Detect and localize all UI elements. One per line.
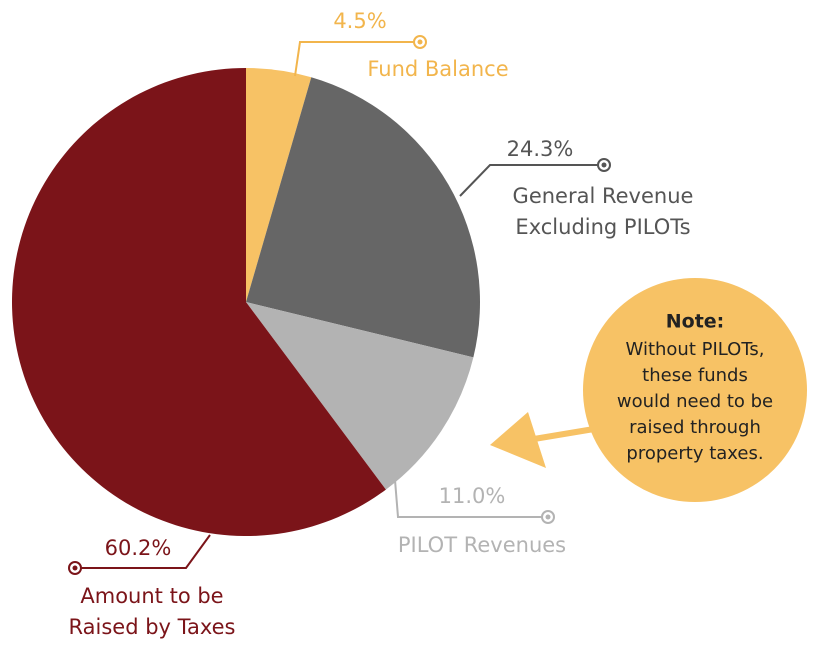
- note-text: raised through: [629, 417, 761, 438]
- note-arrow-head: [490, 412, 546, 468]
- pie-slice: [246, 77, 480, 358]
- category-label: Amount to be Raised by Taxes: [68, 584, 236, 639]
- leader-dot-core: [545, 514, 551, 520]
- leader-line: [459, 164, 604, 197]
- pie-slice: [246, 302, 474, 490]
- leader-dot-core: [417, 39, 423, 45]
- value-label: 11.0%: [439, 484, 506, 508]
- category-label: Fund Balance: [367, 57, 509, 81]
- leader-line: [294, 41, 420, 77]
- value-label: 4.5%: [333, 9, 386, 33]
- note-text: Without PILOTs,: [626, 339, 765, 360]
- value-label: 60.2%: [105, 536, 172, 560]
- pie-slice: [12, 68, 386, 536]
- note-text: property taxes.: [626, 443, 763, 464]
- note-text: these funds: [642, 365, 748, 386]
- leader-dot-core: [72, 565, 78, 571]
- leader-line: [75, 534, 211, 569]
- note-title: Note:: [666, 311, 725, 333]
- leader-line: [394, 479, 548, 518]
- leader-dot-core: [601, 162, 607, 168]
- pie-slice: [246, 68, 312, 302]
- category-label: PILOT Revenues: [397, 533, 567, 557]
- category-label: General Revenue Excluding PILOTs: [512, 184, 694, 239]
- note-arrow: [521, 425, 601, 444]
- note-text: would need to be: [617, 391, 773, 412]
- value-label: 24.3%: [507, 137, 574, 161]
- note-bubble: [583, 278, 807, 502]
